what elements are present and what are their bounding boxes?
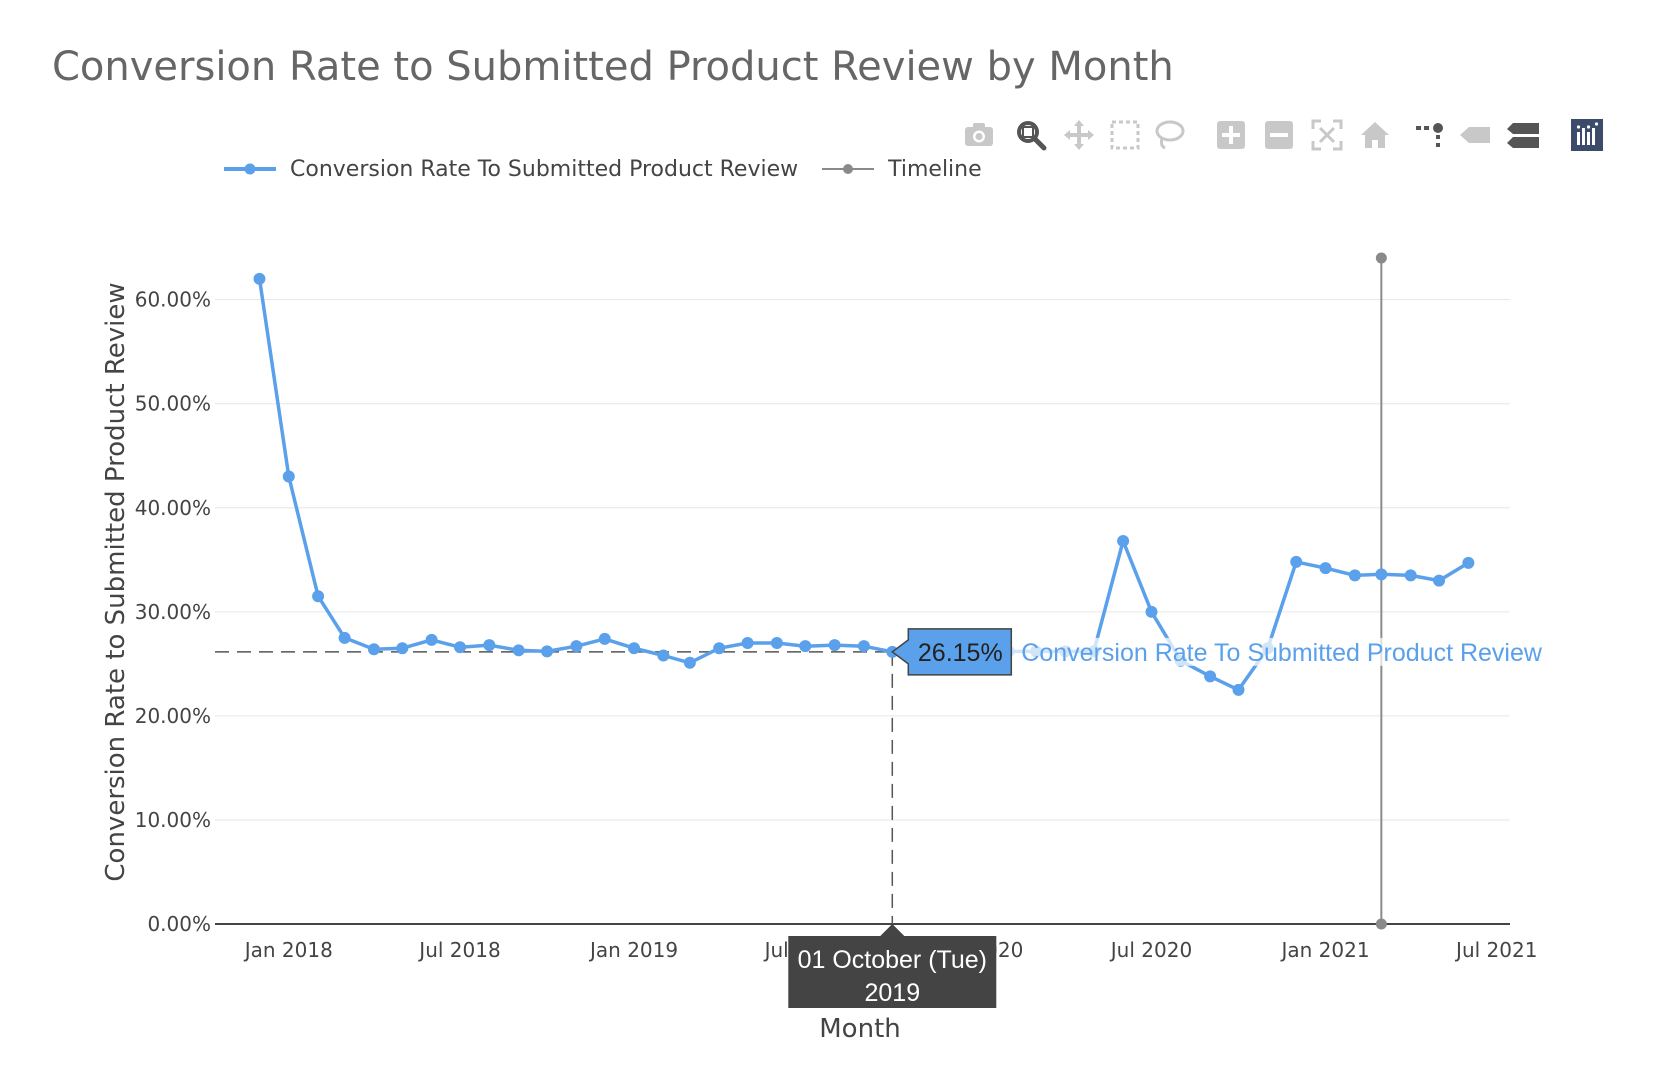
x-axis-title: Month <box>819 1014 901 1044</box>
data-point <box>828 639 841 652</box>
data-point <box>1319 562 1332 575</box>
chart-title: Conversion Rate to Submitted Product Rev… <box>52 44 1174 90</box>
y-tick-label: 40.00% <box>135 496 211 520</box>
y-tick-label: 30.00% <box>135 600 211 624</box>
hover-closest-icon[interactable] <box>1456 116 1494 154</box>
data-point <box>657 649 670 662</box>
data-point <box>770 637 783 650</box>
data-point <box>338 631 351 644</box>
plotly-logo-icon[interactable] <box>1568 116 1606 154</box>
data-point <box>1145 605 1158 618</box>
x-tick-label: Jul 2021 <box>1454 938 1537 962</box>
timeline-point <box>1375 252 1387 264</box>
data-point <box>1204 670 1217 683</box>
camera-icon[interactable] <box>960 116 998 154</box>
grid-lines <box>215 299 1510 821</box>
zoom-in-icon[interactable] <box>1212 116 1250 154</box>
data-point <box>1348 569 1361 582</box>
legend-item-conversion-rate[interactable]: Conversion Rate To Submitted Product Rev… <box>220 157 798 182</box>
data-point <box>512 644 525 657</box>
data-point <box>312 590 325 603</box>
data-point <box>396 642 409 655</box>
data-point <box>1117 535 1130 548</box>
legend: Conversion Rate To Submitted Product Rev… <box>220 152 1002 186</box>
y-hover-label-box <box>891 628 1013 676</box>
x-hover-label-box <box>788 924 997 1008</box>
y-tick-label: 10.00% <box>135 808 211 832</box>
data-point <box>1433 574 1446 587</box>
autoscale-icon[interactable] <box>1308 116 1346 154</box>
data-point <box>713 642 726 655</box>
y-hover-series-name: Conversion Rate To Submitted Product Rev… <box>1021 639 1543 667</box>
legend-line-marker-series <box>224 163 276 175</box>
lasso-select-icon[interactable] <box>1150 116 1188 154</box>
y-hover-value: 26.15% <box>918 639 1003 667</box>
hover-label-backdrop <box>962 637 1553 666</box>
y-axis-title: Conversion Rate to Submitted Product Rev… <box>101 282 131 881</box>
y-tick-label: 20.00% <box>135 704 211 728</box>
series-line <box>257 278 1470 692</box>
x-tick-label: Jan 2019 <box>588 938 678 962</box>
y-axis-ticks: 0.00% 10.00% 20.00% 30.00% 40.00% 50.00% 60.00… <box>135 288 211 936</box>
x-tick-label: Jan 2021 <box>1279 938 1369 962</box>
data-point <box>570 640 583 653</box>
data-point <box>253 272 266 285</box>
legend-item-timeline[interactable]: Timeline <box>818 157 982 182</box>
data-point <box>741 637 754 650</box>
x-tick-label: Jul 2020 <box>1109 938 1192 962</box>
x-tick-label: Jul 2018 <box>417 938 500 962</box>
data-point <box>1404 569 1417 582</box>
data-point <box>282 470 295 483</box>
data-point <box>598 632 611 645</box>
data-point <box>1375 568 1388 581</box>
zoom-out-icon[interactable] <box>1260 116 1298 154</box>
y-tick-label: 0.00% <box>147 912 211 936</box>
hover-spike-lines <box>215 651 894 924</box>
x-hover-year: 2019 <box>864 979 920 1007</box>
reset-axes-icon[interactable] <box>1356 116 1394 154</box>
data-point <box>367 643 380 656</box>
y-tick-label: 50.00% <box>135 392 211 416</box>
spike-lines-icon[interactable] <box>1412 116 1450 154</box>
data-point <box>1290 555 1303 568</box>
hover-labels: 26.15% Conversion Rate To Submitted Produ… <box>788 628 1553 1008</box>
hover-compare-icon[interactable] <box>1504 116 1542 154</box>
y-tick-label: 60.00% <box>135 288 211 312</box>
box-select-icon[interactable] <box>1106 116 1144 154</box>
conversion-rate-series[interactable] <box>253 272 1475 696</box>
data-point <box>1232 683 1245 696</box>
data-point <box>857 640 870 653</box>
data-point <box>483 639 496 652</box>
data-point <box>541 645 554 658</box>
legend-label-timeline: Timeline <box>888 156 982 182</box>
timeline-point <box>1375 918 1387 930</box>
x-tick-label: Jan 2018 <box>243 938 333 962</box>
x-hover-date: 01 October (Tue) <box>798 946 987 974</box>
data-point <box>1462 556 1475 569</box>
zoom-icon[interactable] <box>1012 116 1050 154</box>
data-point <box>799 640 812 653</box>
data-point <box>454 641 466 654</box>
data-point <box>628 642 641 655</box>
data-point <box>683 656 696 669</box>
legend-label-conversion-rate: Conversion Rate To Submitted Product Rev… <box>290 156 799 182</box>
data-point <box>425 633 438 646</box>
pan-icon[interactable] <box>1060 116 1098 154</box>
timeline-series[interactable] <box>1375 252 1387 930</box>
legend-line-marker-timeline <box>822 164 875 174</box>
